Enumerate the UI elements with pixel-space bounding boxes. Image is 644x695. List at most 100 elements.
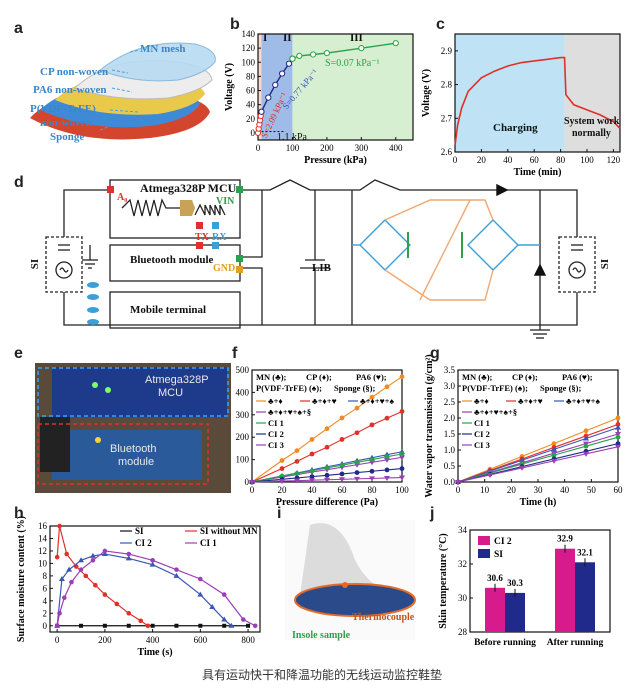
bar-value-label: 30.6 <box>487 573 503 583</box>
x-tick-label: 40 <box>503 155 513 165</box>
data-point <box>145 623 151 629</box>
y-axis-label: Water vapor transmission (g/cm²) <box>424 354 435 497</box>
y-tick-label: 34 <box>458 525 468 535</box>
insole-sample-label: Insole sample <box>292 630 351 641</box>
data-point <box>101 551 108 557</box>
data-point <box>125 555 132 561</box>
data-point <box>62 595 67 601</box>
y-tick-label: 3.0 <box>444 381 456 391</box>
data-point <box>66 566 73 572</box>
y-tick-label: 6 <box>43 583 48 593</box>
y-axis-label: Surface moisture content (%) <box>16 516 27 642</box>
y-tick-label: 10 <box>38 558 48 568</box>
pin-vin: VIN <box>216 196 235 207</box>
series-line <box>251 476 403 483</box>
data-point <box>384 415 390 421</box>
legend-label: CI 2 <box>494 537 512 547</box>
shoe-photo <box>285 520 416 640</box>
data-point <box>222 623 227 628</box>
data-point <box>551 446 557 452</box>
chart-b: 0 100 200 300 400 0 20 40 60 80 100 120 140 Pressure … <box>224 29 414 166</box>
data-point <box>221 592 227 597</box>
data-point <box>384 457 390 463</box>
region-label-i: I <box>263 32 268 44</box>
data-point <box>57 610 62 616</box>
data-point <box>78 567 84 572</box>
legend-material: PA6 (♥); <box>356 372 387 382</box>
data-point <box>197 591 204 597</box>
x-tick-label: 800 <box>241 635 255 645</box>
data-point <box>58 576 65 581</box>
legend-label: ♣+♦ <box>474 396 489 406</box>
legend-swatch <box>478 536 490 545</box>
data-point <box>79 623 84 628</box>
legend-label: ♣+♦+♥+♠+§ <box>268 407 311 417</box>
data-point <box>339 462 345 468</box>
pin-rx: RX <box>212 232 227 243</box>
y-tick-label: 14 <box>38 533 48 543</box>
data-point <box>294 448 300 454</box>
chart-c: 0 20 40 60 80 100 120 2.6 2.7 2.8 2.9 Time (min) Vol… <box>421 33 621 178</box>
data-point <box>252 623 258 629</box>
x-tick-label: 100 <box>580 155 594 165</box>
data-point <box>324 444 330 450</box>
data-point <box>615 415 621 421</box>
data-point <box>615 422 621 427</box>
series-line <box>457 446 619 483</box>
data-point <box>296 52 303 60</box>
legend-label: CI 1 <box>268 418 284 428</box>
x-tick-label: 0 <box>453 155 458 165</box>
x-tick-label: 200 <box>320 143 334 153</box>
data-point <box>615 432 621 437</box>
data-point <box>384 467 390 473</box>
data-point <box>90 557 96 563</box>
data-point <box>339 477 345 483</box>
data-point <box>258 108 265 115</box>
x-tick-label: 50 <box>587 485 597 495</box>
legend-material: MN (♣); <box>256 372 287 382</box>
legend-material: CP (♦); <box>512 372 538 382</box>
data-point <box>309 474 315 480</box>
data-point <box>102 592 108 597</box>
x-tick-label: 0 <box>456 485 461 495</box>
data-point <box>369 457 375 462</box>
layer-label-nonwoven: non-woven <box>40 117 92 129</box>
y-tick-label: 500 <box>236 365 250 375</box>
pin-gnd: GND <box>213 263 236 274</box>
data-point <box>265 94 272 101</box>
y-tick-label: 8 <box>43 571 48 581</box>
data-point <box>339 471 345 477</box>
chart-g: 0 10 20 30 40 50 60 0.0 0.5 1.0 1.5 2.0 2.5 3.0 3.5 Tim… <box>424 354 623 508</box>
legend-label: CI 1 <box>474 418 490 428</box>
data-point <box>339 437 345 442</box>
x-axis-label: Time (min) <box>514 167 562 178</box>
charging-label: Charging <box>493 122 538 134</box>
data-point <box>324 477 330 483</box>
y-tick-label: 20 <box>246 114 256 124</box>
data-point <box>309 478 315 484</box>
module-label-2: module <box>118 456 155 468</box>
series-line <box>251 456 403 483</box>
data-point <box>399 451 405 457</box>
data-point <box>615 424 621 430</box>
data-point <box>93 582 98 588</box>
wireless-signal <box>87 282 99 325</box>
data-point <box>551 452 557 458</box>
legend-material: PA6 (♥); <box>562 372 593 382</box>
layer-label-cp: CP non-woven <box>40 66 109 78</box>
y-tick-label: 0 <box>251 128 256 138</box>
data-point <box>78 557 85 563</box>
region-label-iii: III <box>350 32 363 44</box>
data-point <box>246 623 251 628</box>
y-tick-label: 3.5 <box>444 365 456 375</box>
data-point <box>249 480 255 485</box>
data-point <box>324 426 330 432</box>
data-point <box>285 60 293 67</box>
data-point <box>209 604 216 610</box>
data-point <box>138 618 143 624</box>
chart-f: 0 20 40 60 80 100 0 100 200 300 400 500 Pressure dif… <box>218 365 409 508</box>
battery-label: LIB <box>312 262 331 274</box>
data-point <box>399 466 405 471</box>
y-tick-label: 2.9 <box>441 46 453 56</box>
data-point <box>392 40 399 47</box>
